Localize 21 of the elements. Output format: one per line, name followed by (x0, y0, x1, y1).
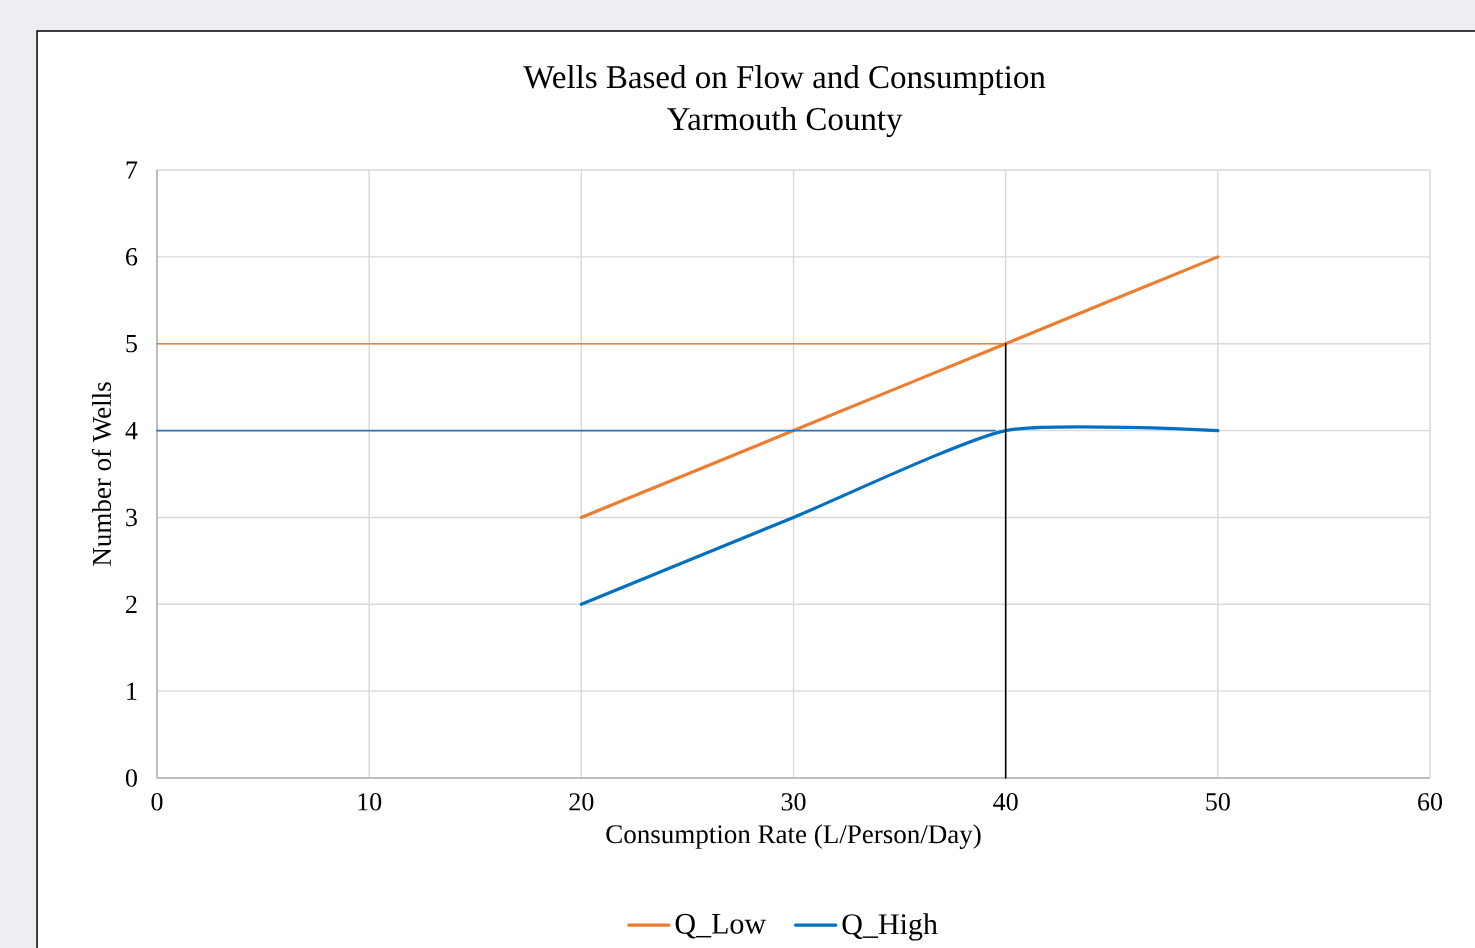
x-tick-label: 30 (781, 793, 806, 811)
y-tick-label: 2 (126, 595, 137, 613)
x-tick-label: 50 (1206, 793, 1230, 811)
y-tick-label: 1 (127, 682, 137, 700)
legend-label: Q_High (842, 913, 938, 941)
x-axis-title: Consumption Rate (L/Person/Day) (606, 824, 981, 849)
y-tick-label: 0 (125, 769, 137, 787)
y-tick-label: 7 (126, 161, 138, 179)
x-tick-label: 0 (151, 793, 163, 811)
y-tick-label: 4 (125, 422, 138, 440)
x-tick-label: 60 (1418, 793, 1443, 811)
legend-label: Q_Low (675, 913, 766, 939)
x-tick-label: 10 (358, 793, 382, 811)
chart-title: Wells Based on Flow and Consumption (523, 65, 1046, 95)
x-tick-label: 20 (569, 793, 594, 811)
x-tick-label: 40 (993, 793, 1018, 811)
y-tick-label: 3 (126, 508, 137, 527)
chart-subtitle: Yarmouth County (667, 106, 903, 137)
y-tick-label: 6 (126, 248, 138, 266)
y-axis-title: Number of Wells (91, 382, 112, 566)
y-tick-label: 5 (126, 335, 137, 353)
